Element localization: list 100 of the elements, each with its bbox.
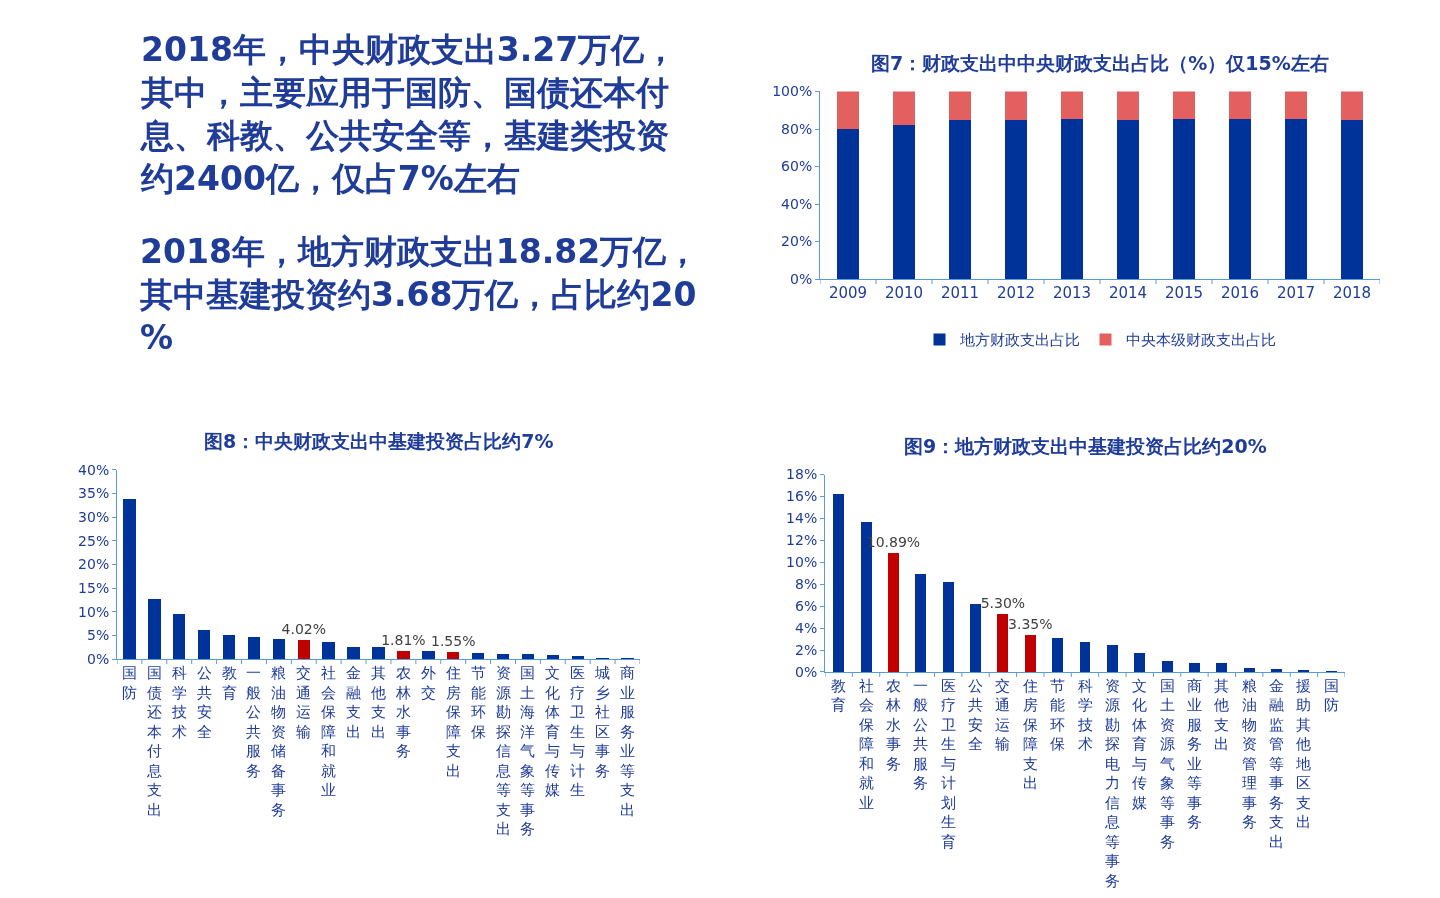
bar bbox=[247, 637, 261, 660]
y-tick-label: 0% bbox=[86, 651, 110, 668]
x-tick-label: 2018 bbox=[1332, 284, 1372, 303]
bar bbox=[496, 653, 510, 660]
x-tick-label: 公共安全 bbox=[968, 676, 984, 754]
y-tick-label: 2% bbox=[794, 641, 818, 658]
x-tick-label: 2015 bbox=[1164, 284, 1204, 303]
data-label: 1.81% bbox=[381, 631, 426, 648]
bar bbox=[1229, 118, 1251, 280]
bar bbox=[893, 125, 915, 280]
bar bbox=[1134, 653, 1146, 672]
y-tick-label: 40% bbox=[781, 195, 813, 212]
x-tick-label: 2012 bbox=[996, 284, 1036, 303]
text: 2018年，地方财政支出18.82万亿，其中基建投资约3.68万亿，占比约20% bbox=[139, 232, 700, 357]
bar bbox=[397, 650, 410, 660]
x-tick-label: 援助其他地区支出 bbox=[1295, 676, 1312, 832]
y-tick-label: 25% bbox=[78, 532, 110, 549]
category-label: 国土资源气象等事务 bbox=[1159, 676, 1175, 851]
data-label: 3.35% bbox=[1008, 616, 1053, 633]
y-tick-label: 14% bbox=[786, 510, 818, 527]
bar bbox=[372, 647, 385, 660]
bar bbox=[1106, 644, 1118, 672]
x-tick-label: 其他支出 bbox=[371, 664, 386, 741]
bar bbox=[1229, 91, 1251, 119]
y-tick-label: 100% bbox=[772, 83, 813, 100]
x-tick-label: 农林水事务 bbox=[884, 676, 901, 773]
bar bbox=[970, 603, 981, 672]
bar bbox=[1117, 119, 1139, 280]
text: 2018年，中央财政支出3.27万亿，其中，主要应用于国防、国债还本付息、科教、公共安全等，基建类投资约2400亿，仅占7%左右 bbox=[139, 30, 678, 198]
bar bbox=[1189, 663, 1200, 672]
y-tick-label: 8% bbox=[794, 576, 818, 593]
y-tick-label: 35% bbox=[78, 485, 110, 502]
x-tick-label: 国防 bbox=[1323, 676, 1339, 715]
bar bbox=[1243, 667, 1255, 672]
category-label: 医疗卫生与计划生育 bbox=[940, 676, 956, 851]
bar bbox=[837, 91, 859, 130]
bar bbox=[997, 613, 1009, 672]
bar bbox=[1285, 91, 1307, 120]
bar bbox=[471, 653, 485, 660]
bar bbox=[915, 574, 927, 672]
x-tick-label: 国防 bbox=[121, 664, 137, 702]
x-tick-label: 科学技术 bbox=[170, 664, 187, 741]
x-tick-label: 粮油物资管理事务 bbox=[1241, 676, 1257, 832]
bar bbox=[1052, 637, 1064, 672]
x-tick-label: 教育 bbox=[221, 664, 237, 702]
x-tick-label: 城乡社区事务 bbox=[594, 664, 611, 780]
category-label: 资源勘探信息等支出 bbox=[495, 664, 511, 839]
x-tick-label: 2017 bbox=[1276, 284, 1316, 303]
y-tick-label: 0% bbox=[794, 663, 818, 680]
y-tick-label: 10% bbox=[78, 603, 110, 620]
x-tick-label: 医疗卫生与计生 bbox=[570, 664, 586, 800]
x-tick-label: 教育 bbox=[831, 676, 847, 715]
category-label: 国土海洋气象等事务 bbox=[520, 664, 536, 839]
data-label: 4.02% bbox=[281, 621, 327, 638]
y-tick-label: 40% bbox=[78, 461, 110, 478]
y-tick-label: 80% bbox=[781, 120, 813, 137]
bar bbox=[521, 654, 535, 660]
bar bbox=[422, 651, 435, 660]
data-label: 5.30% bbox=[980, 594, 1026, 611]
y-tick-label: 20% bbox=[781, 233, 813, 250]
x-tick-label: 交通运输 bbox=[995, 676, 1011, 754]
x-tick-label: 住房保障支出 bbox=[1021, 676, 1038, 793]
x-tick-label: 其他支出 bbox=[1214, 676, 1230, 754]
x-tick-label: 2010 bbox=[884, 284, 924, 303]
y-tick-label: 16% bbox=[786, 488, 818, 505]
chart-title: 图7：财政支出中中央财政支出占比（%）仅15%左右 bbox=[871, 52, 1329, 74]
x-tick-label: 公共安全 bbox=[196, 664, 212, 741]
bar bbox=[949, 119, 971, 280]
bar bbox=[887, 552, 899, 672]
y-tick-label: 20% bbox=[78, 556, 110, 573]
y-tick-label: 60% bbox=[781, 158, 813, 175]
x-tick-label: 住房保障支出 bbox=[444, 664, 461, 780]
bar bbox=[1005, 119, 1027, 280]
y-tick-label: 10% bbox=[786, 554, 818, 571]
x-tick-label: 2016 bbox=[1220, 284, 1260, 303]
x-tick-label: 商业服务业等支出 bbox=[620, 664, 636, 819]
x-tick-label: 文化体育与传媒 bbox=[545, 664, 561, 800]
bar bbox=[222, 634, 236, 660]
bar bbox=[1173, 91, 1195, 119]
x-tick-label: 节能环保 bbox=[470, 664, 486, 741]
y-tick-label: 6% bbox=[794, 598, 818, 615]
bar bbox=[1161, 660, 1173, 672]
bar bbox=[1285, 119, 1307, 280]
data-label: 1.55% bbox=[430, 632, 476, 649]
bar bbox=[1079, 642, 1091, 672]
bar bbox=[837, 129, 859, 280]
x-tick-label: 农林水事务 bbox=[394, 664, 411, 761]
bar bbox=[1061, 91, 1083, 119]
bar bbox=[546, 655, 560, 660]
x-tick-label: 社会保障和就业 bbox=[858, 676, 874, 812]
bar bbox=[173, 614, 186, 660]
bar bbox=[197, 629, 211, 660]
category-label: 金融监管等事务支出 bbox=[1269, 676, 1285, 851]
bar bbox=[1216, 663, 1228, 672]
y-tick-label: 0% bbox=[789, 270, 813, 287]
x-tick-label: 2009 bbox=[828, 284, 868, 303]
x-tick-label: 金融支出 bbox=[346, 664, 362, 741]
bar bbox=[1298, 669, 1310, 672]
bar bbox=[1173, 118, 1195, 280]
bar bbox=[893, 91, 915, 126]
